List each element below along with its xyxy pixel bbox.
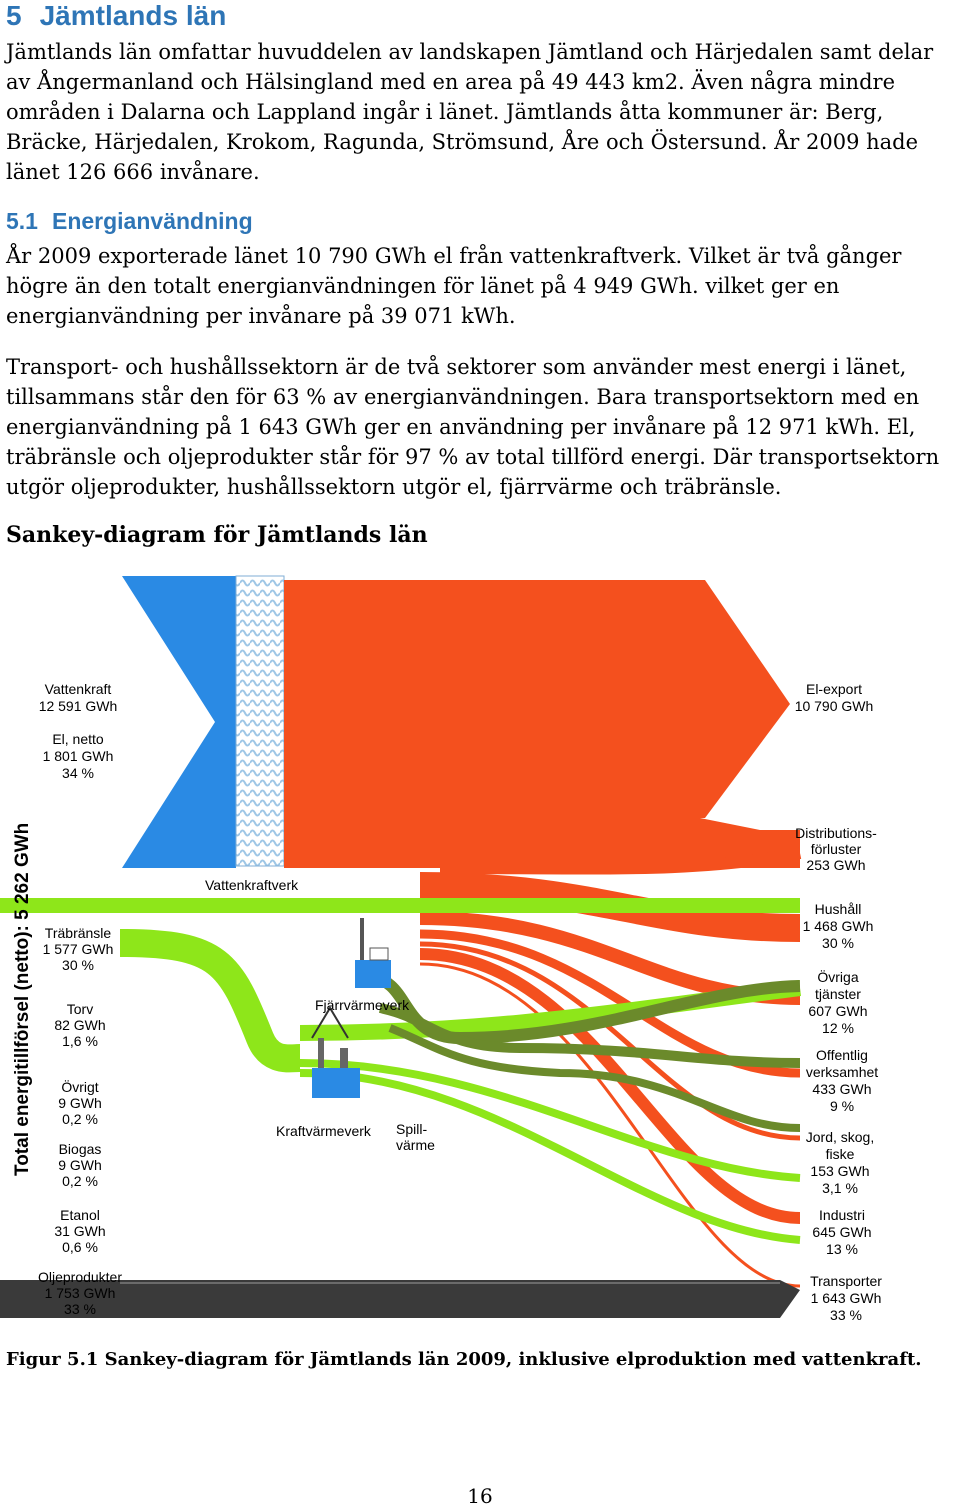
input-hydro-value: 12 591 GWh bbox=[39, 698, 118, 714]
district-heating-plant-icon bbox=[355, 918, 391, 988]
output-export-name: El-export bbox=[806, 681, 862, 697]
input-el-value: 1 801 GWh bbox=[43, 748, 114, 764]
input-ethanol-name: Etanol bbox=[60, 1207, 100, 1223]
input-oil-value: 1 753 GWh bbox=[45, 1285, 116, 1301]
energy-paragraph-2: Transport- och hushållssektorn är de två… bbox=[6, 355, 940, 499]
output-agri-name2: fiske bbox=[826, 1146, 855, 1162]
output-public-value: 433 GWh bbox=[812, 1081, 871, 1097]
output-losses-name: Distributions- bbox=[795, 825, 877, 841]
output-households-name: Hushåll bbox=[815, 901, 862, 917]
output-services-share: 12 % bbox=[822, 1020, 854, 1036]
hydro-input-flow bbox=[122, 576, 236, 868]
input-wood-share: 30 % bbox=[62, 957, 94, 973]
output-losses-value: 253 GWh bbox=[806, 857, 865, 873]
output-agri-name: Jord, skog, bbox=[806, 1129, 874, 1145]
output-households-value: 1 468 GWh bbox=[803, 918, 874, 934]
output-services-value: 607 GWh bbox=[808, 1003, 867, 1019]
input-other-name: Övrigt bbox=[61, 1078, 98, 1095]
input-other-share: 0,2 % bbox=[62, 1111, 98, 1127]
input-el-share: 34 % bbox=[62, 765, 94, 781]
page-number: 16 bbox=[467, 1484, 493, 1508]
district-heating-flows bbox=[369, 972, 801, 1132]
output-industry-value: 645 GWh bbox=[812, 1224, 871, 1240]
output-public-name2: verksamhet bbox=[806, 1064, 878, 1080]
output-agri-share: 3,1 % bbox=[822, 1180, 858, 1196]
waste-heat-label-1: Spill- bbox=[396, 1121, 427, 1137]
district-heating-label: Fjärrvärmeverk bbox=[315, 997, 410, 1013]
total-supply-label: Total energitillförsel (netto): 5 262 GW… bbox=[12, 823, 33, 1176]
wood-fuel-flow bbox=[0, 898, 800, 913]
chp-label: Kraftvärmeverk bbox=[276, 1123, 372, 1139]
input-wood-name: Träbränsle bbox=[45, 925, 112, 941]
diagram-heading: Sankey-diagram för Jämtlands län bbox=[6, 522, 428, 548]
input-ethanol-share: 0,6 % bbox=[62, 1239, 98, 1255]
input-wood-value: 1 577 GWh bbox=[43, 941, 114, 957]
subsection-title: Energianvändning bbox=[51, 208, 253, 234]
input-peat-share: 1,6 % bbox=[62, 1033, 98, 1049]
hydro-plant-node bbox=[235, 575, 285, 867]
input-peat-name: Torv bbox=[67, 1001, 93, 1017]
sankey-diagram: Total energitillförsel (netto): 5 262 GW… bbox=[0, 575, 882, 1323]
output-agri-value: 153 GWh bbox=[810, 1163, 869, 1179]
output-public-share: 9 % bbox=[830, 1098, 854, 1114]
electricity-export-flow bbox=[284, 580, 790, 818]
input-biogas-value: 9 GWh bbox=[58, 1157, 102, 1173]
output-transport-share: 33 % bbox=[830, 1307, 862, 1323]
input-ethanol-value: 31 GWh bbox=[54, 1223, 105, 1239]
input-biogas-name: Biogas bbox=[59, 1141, 102, 1157]
chp-plant-icon bbox=[311, 1006, 360, 1098]
section-title: Jämtlands län bbox=[39, 0, 227, 31]
output-public-name: Offentlig bbox=[816, 1047, 868, 1063]
waste-heat-label-2: värme bbox=[396, 1137, 435, 1153]
input-oil-name: Oljeprodukter bbox=[38, 1269, 122, 1285]
input-peat-value: 82 GWh bbox=[54, 1017, 105, 1033]
section-heading: 5 Jämtlands län bbox=[6, 0, 226, 32]
intro-paragraph: Jämtlands län omfattar huvuddelen av lan… bbox=[6, 40, 934, 184]
hydro-plant-label: Vattenkraftverk bbox=[205, 877, 299, 893]
input-biogas-share: 0,2 % bbox=[62, 1173, 98, 1189]
input-other-value: 9 GWh bbox=[58, 1095, 102, 1111]
input-el-name: El, netto bbox=[52, 731, 104, 747]
input-oil-share: 33 % bbox=[64, 1301, 96, 1317]
input-hydro-name: Vattenkraft bbox=[45, 681, 112, 697]
subsection-number: 5.1 bbox=[6, 208, 38, 234]
output-services-name: Övriga bbox=[817, 968, 858, 985]
figure-caption: Figur 5.1 Sankey-diagram för Jämtlands l… bbox=[6, 1349, 922, 1370]
output-transport-name: Transporter bbox=[810, 1273, 882, 1289]
output-households-share: 30 % bbox=[822, 935, 854, 951]
subsection-heading: 5.1 Energianvändning bbox=[6, 208, 253, 235]
oil-products-flow bbox=[0, 1280, 800, 1318]
energy-paragraph-1: År 2009 exporterade länet 10 790 GWh el … bbox=[6, 244, 902, 328]
output-losses-name2: förluster bbox=[811, 841, 862, 857]
electricity-net-flow bbox=[284, 818, 800, 868]
output-industry-share: 13 % bbox=[826, 1241, 858, 1257]
output-export-value: 10 790 GWh bbox=[795, 698, 874, 714]
output-transport-value: 1 643 GWh bbox=[811, 1290, 882, 1306]
electricity-distribution-flows bbox=[419, 847, 802, 1288]
section-number: 5 bbox=[6, 0, 22, 31]
output-industry-name: Industri bbox=[819, 1207, 865, 1223]
output-services-name2: tjänster bbox=[815, 986, 861, 1002]
